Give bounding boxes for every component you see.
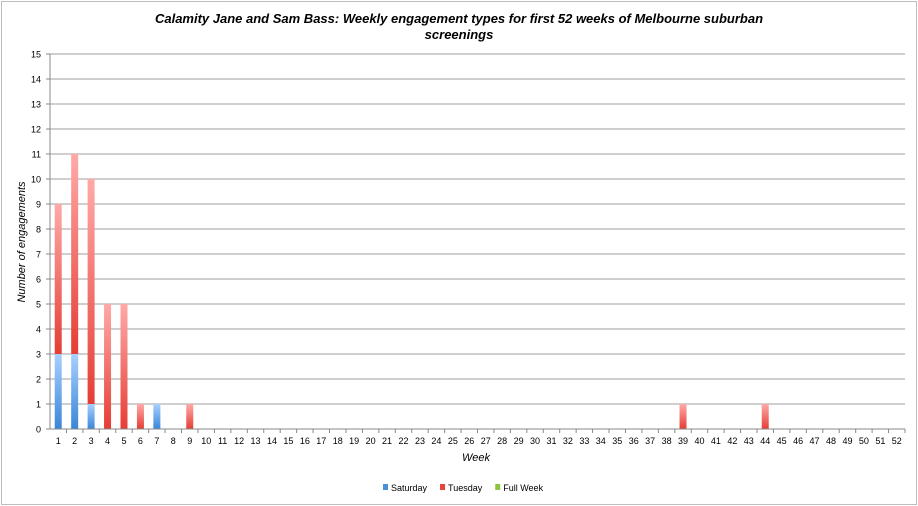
legend-swatch [440, 484, 446, 490]
x-tick-label: 42 [727, 436, 737, 446]
bar-tuesday-week-44 [761, 404, 769, 429]
bar-saturday-week-2 [71, 354, 79, 429]
y-tick-label: 12 [31, 125, 41, 135]
x-tick-label: 33 [579, 436, 589, 446]
x-tick-label: 35 [612, 436, 622, 446]
x-tick-label: 13 [251, 436, 261, 446]
x-tick-label: 40 [694, 436, 704, 446]
y-tick-label: 2 [36, 375, 41, 385]
x-tick-label: 34 [596, 436, 606, 446]
x-tick-label: 17 [316, 436, 326, 446]
x-tick-label: 27 [481, 436, 491, 446]
x-tick-label: 39 [678, 436, 688, 446]
bar-saturday-week-3 [87, 404, 95, 429]
x-tick-label: 18 [333, 436, 343, 446]
legend-label: Full Week [503, 483, 543, 493]
x-tick-label: 8 [171, 436, 176, 446]
y-tick-label: 3 [36, 350, 41, 360]
y-tick-label: 15 [31, 50, 41, 60]
y-tick-label: 0 [36, 425, 41, 435]
y-tick-label: 8 [36, 225, 41, 235]
x-tick-label: 21 [382, 436, 392, 446]
y-tick-label: 11 [32, 150, 41, 160]
y-axis-label: Number of engagements [16, 181, 28, 303]
x-tick-label: 48 [826, 436, 836, 446]
x-tick-label: 11 [218, 436, 227, 446]
x-tick-label: 1 [56, 436, 61, 446]
bar-tuesday-week-39 [679, 404, 687, 429]
x-tick-label: 38 [662, 436, 672, 446]
x-tick-label: 22 [399, 436, 409, 446]
y-tick-label: 13 [31, 100, 41, 110]
legend-label: Tuesday [448, 483, 483, 493]
x-axis-label: Week [462, 452, 490, 464]
x-tick-label: 31 [546, 436, 556, 446]
x-tick-label: 36 [629, 436, 639, 446]
x-tick-label: 3 [89, 436, 94, 446]
x-tick-label: 10 [201, 436, 211, 446]
y-tick-label: 14 [31, 75, 41, 85]
x-tick-label: 6 [138, 436, 143, 446]
x-tick-label: 28 [497, 436, 507, 446]
bar-tuesday-week-2 [71, 154, 79, 354]
x-tick-label: 9 [187, 436, 192, 446]
chart-title-text: Calamity Jane and Sam Bass: Weekly engag… [154, 11, 764, 42]
x-tick-label: 26 [464, 436, 474, 446]
bar-saturday-week-7 [153, 404, 161, 429]
x-tick-label: 20 [366, 436, 376, 446]
x-tick-label: 25 [448, 436, 458, 446]
x-tick-label: 32 [563, 436, 573, 446]
bar-tuesday-week-6 [136, 404, 144, 429]
legend-swatch [495, 484, 501, 490]
legend-label: Saturday [391, 483, 428, 493]
x-tick-label: 29 [514, 436, 524, 446]
bar-tuesday-week-9 [186, 404, 194, 429]
y-tick-label: 7 [36, 250, 41, 260]
x-tick-label: 15 [283, 436, 293, 446]
bar-tuesday-week-4 [104, 304, 112, 429]
x-tick-label: 4 [105, 436, 110, 446]
y-tick-label: 6 [36, 275, 41, 285]
y-tick-label: 1 [36, 400, 41, 410]
x-tick-label: 30 [530, 436, 540, 446]
x-tick-label: 44 [760, 436, 770, 446]
y-tick-label: 10 [31, 175, 41, 185]
bar-tuesday-week-3 [87, 179, 95, 404]
x-tick-label: 49 [842, 436, 852, 446]
y-tick-label: 4 [36, 325, 41, 335]
x-tick-label: 45 [777, 436, 787, 446]
x-tick-label: 52 [892, 436, 902, 446]
bar-tuesday-week-5 [120, 304, 128, 429]
x-tick-label: 50 [859, 436, 869, 446]
legend-swatch [383, 484, 388, 490]
bar-tuesday-week-1 [54, 204, 62, 354]
x-tick-label: 47 [810, 436, 820, 446]
chart-title: Calamity Jane and Sam Bass: Weekly engag… [0, 11, 918, 43]
x-tick-label: 46 [793, 436, 803, 446]
bar-saturday-week-1 [54, 354, 62, 429]
x-tick-label: 43 [744, 436, 754, 446]
x-tick-label: 2 [72, 436, 77, 446]
x-tick-label: 41 [711, 436, 721, 446]
x-tick-label: 24 [431, 436, 441, 446]
x-tick-label: 14 [267, 436, 277, 446]
y-tick-label: 9 [36, 200, 41, 210]
x-tick-label: 23 [415, 436, 425, 446]
x-tick-label: 51 [875, 436, 885, 446]
x-tick-label: 7 [154, 436, 159, 446]
x-tick-label: 5 [121, 436, 126, 446]
x-tick-label: 37 [645, 436, 655, 446]
y-tick-label: 5 [36, 300, 41, 310]
x-tick-label: 12 [234, 436, 244, 446]
x-tick-label: 16 [300, 436, 310, 446]
x-tick-label: 19 [349, 436, 359, 446]
